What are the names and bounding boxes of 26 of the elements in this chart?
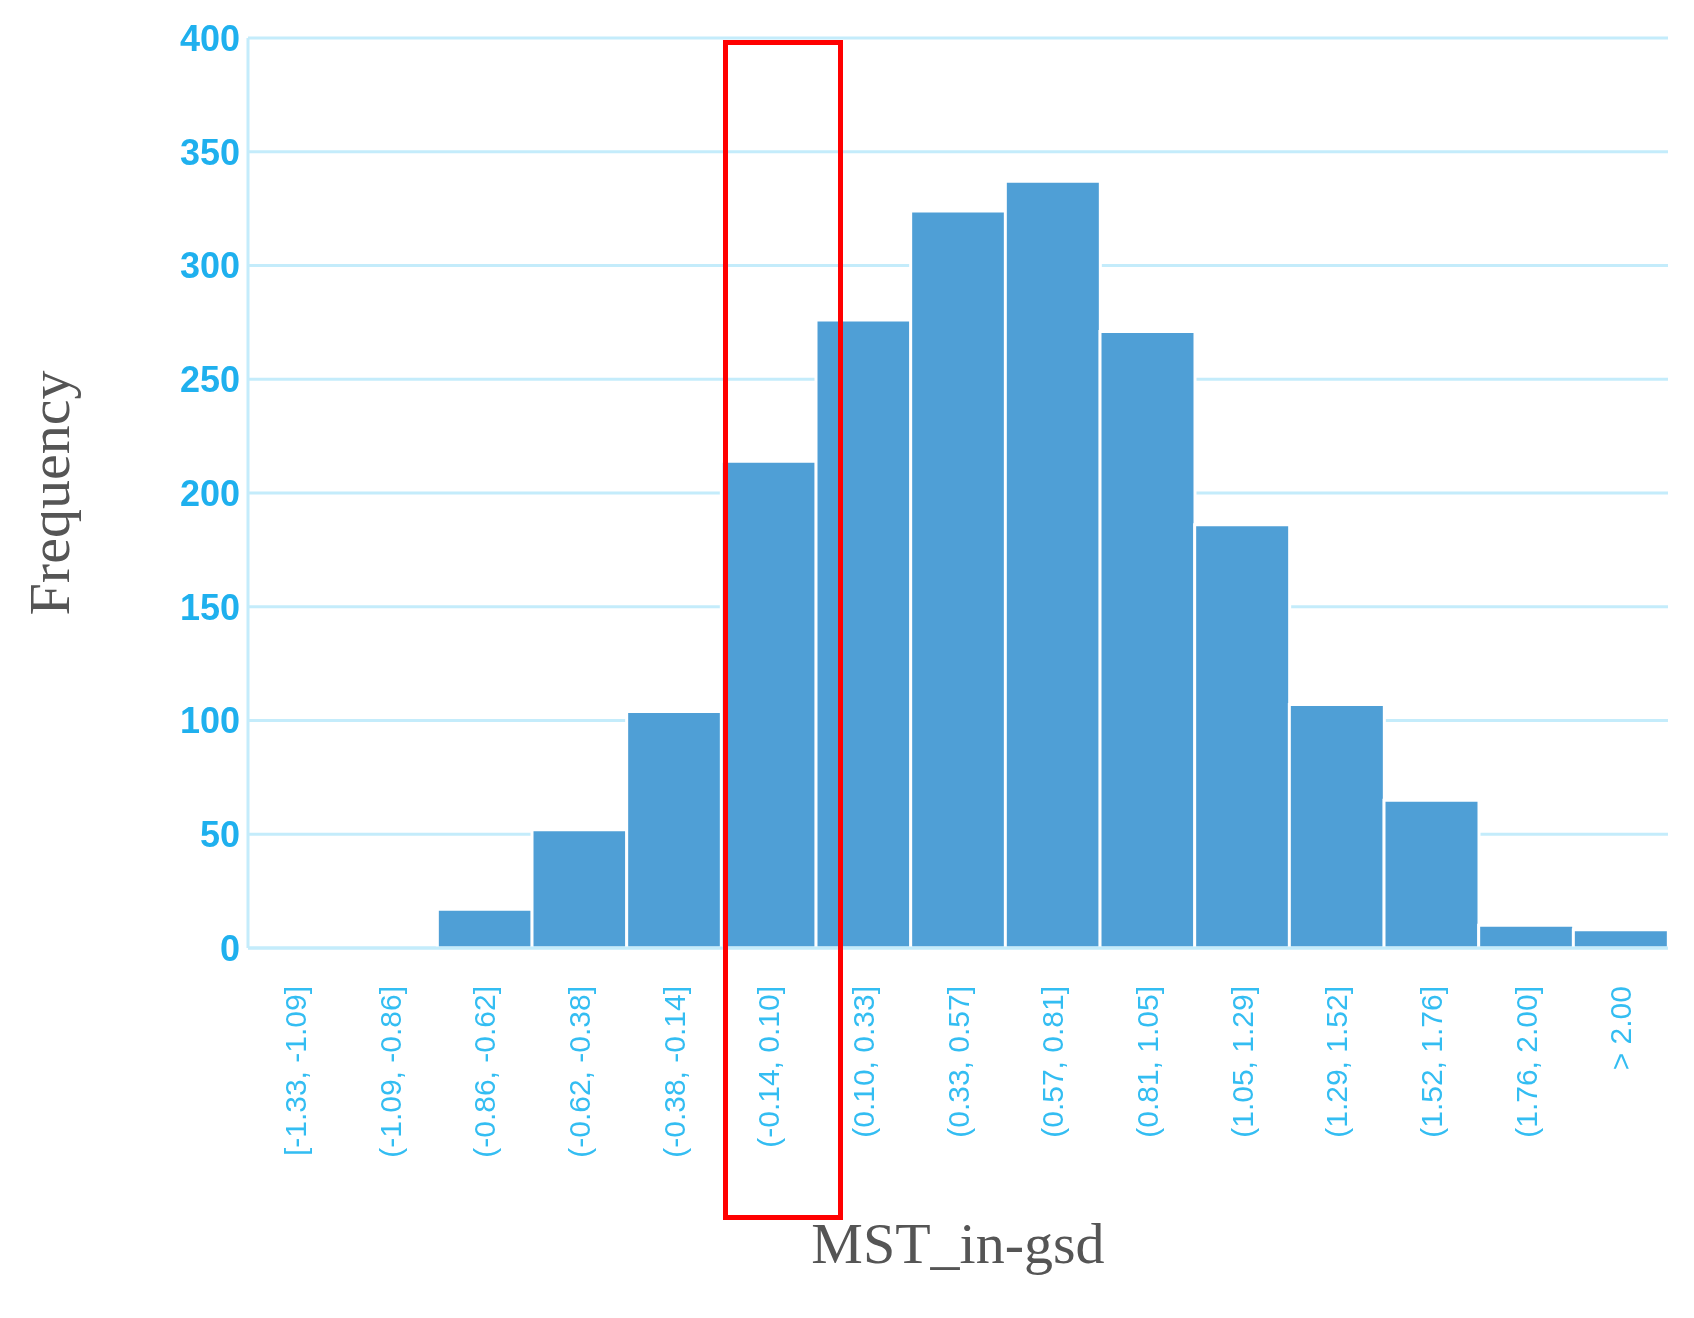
x-tick-label: (0.33, 0.57] xyxy=(941,986,975,1138)
x-tick-label: (1.52, 1.76] xyxy=(1414,986,1448,1138)
x-tick-label: [-1.33, -1.09] xyxy=(278,986,312,1157)
y-tick-label: 50 xyxy=(199,814,240,856)
x-tick-label: (-0.62, -0.38] xyxy=(562,986,596,1158)
x-tick-label: (1.29, 1.52] xyxy=(1320,986,1354,1138)
x-tick-label: (0.57, 0.81] xyxy=(1036,986,1070,1138)
y-tick-label: 200 xyxy=(179,472,240,514)
x-tick-label: (-0.86, -0.62] xyxy=(468,986,502,1158)
y-tick-label: 250 xyxy=(179,359,240,401)
x-tick-label: (-1.09, -0.86] xyxy=(373,986,407,1158)
y-tick-label: 350 xyxy=(179,131,240,173)
x-tick-label: (-0.14, 0.10] xyxy=(752,986,786,1148)
y-tick-label: 100 xyxy=(179,700,240,742)
x-tick-label: (0.81, 1.05] xyxy=(1130,986,1164,1138)
y-axis-title: Frequency xyxy=(16,370,82,616)
y-tick-label: 150 xyxy=(179,586,240,628)
x-axis-title: MST_in-gsd xyxy=(811,1211,1105,1276)
x-tick-label: (1.05, 1.29] xyxy=(1225,986,1259,1138)
x-tick-label: (1.76, 2.00] xyxy=(1509,986,1543,1138)
x-tick-label: > 2.00 xyxy=(1604,986,1638,1071)
x-tick-label: (0.10, 0.33] xyxy=(846,986,880,1138)
y-tick-label: 300 xyxy=(179,245,240,287)
y-tick-label: 0 xyxy=(219,927,240,969)
y-tick-label: 400 xyxy=(179,17,240,59)
x-tick-label: (-0.38, -0.14] xyxy=(657,986,691,1158)
